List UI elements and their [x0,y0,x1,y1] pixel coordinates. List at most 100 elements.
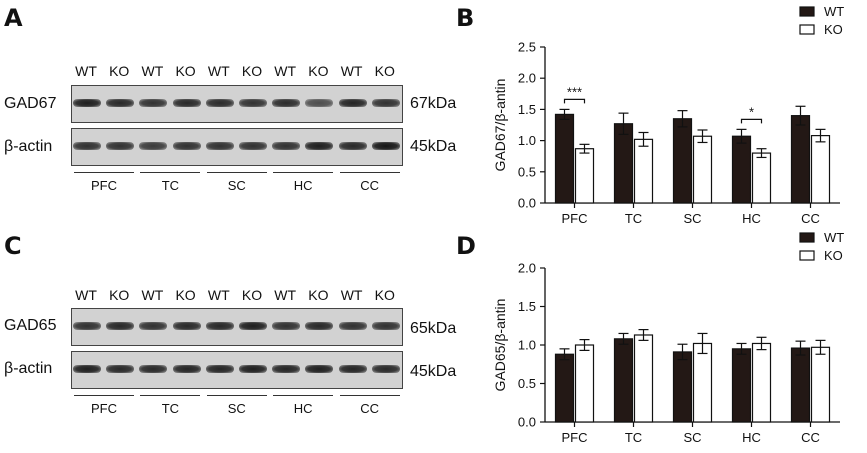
y-tick-label: 2.5 [518,40,536,55]
region-underline [74,172,134,173]
y-tick-label: 2.0 [518,71,536,86]
kda-label-gad67: 67kDa [410,95,457,112]
y-tick-label: 1.0 [518,338,536,353]
region-underline [339,172,400,173]
protein-label-gad65: GAD65 [4,317,57,334]
bar-wt [672,351,693,423]
blot-band [272,322,301,330]
blot-band [106,365,135,373]
lane-labels: WT KO WT KO WT KO WT KO WT KO [0,63,470,81]
lane-label-ko: KO [374,63,395,79]
blot-band [239,365,267,373]
significance-bracket [563,98,586,104]
blot-band [338,365,367,373]
legend-label-wt: WT [824,230,844,245]
bar-wt [613,338,634,423]
blot-band [305,99,334,107]
region-label-hc: HC [293,178,313,193]
blot-band [205,322,234,330]
blot-band [272,99,301,107]
y-tick-label: 0.0 [518,196,536,211]
lane-labels: WT KO WT KO WT KO WT KO WT KO [0,287,470,305]
blot-band [139,99,168,107]
lane-label-ko: KO [374,287,395,303]
blot-band [371,142,400,150]
region-label-pfc: PFC [91,178,117,193]
bar-ko [574,344,595,423]
y-tick-label: 1.5 [518,299,536,314]
blot-band [239,322,267,330]
y-tick-label: 1.5 [518,102,536,117]
bar-wt [613,123,634,204]
region-label-tc: TC [161,401,180,416]
region-label-hc: HC [293,401,313,416]
region-labels: PFC TC SC HC CC [0,395,470,425]
region-underline [206,172,267,173]
blot-band [205,365,234,373]
blot-band [73,322,101,330]
kda-label-beta-actin: 45kDa [410,363,457,380]
blot-band [305,365,334,373]
blot-band [73,365,101,373]
protein-label-beta-actin: β-actin [4,138,53,155]
blot-band [338,99,367,107]
bar-chart-gad65: 0.0 0.5 1.0 1.5 2.0 GAD65/β-antin PFC TC SC HC CC W… [492,230,844,445]
x-tick-label: PFC [562,211,588,226]
bar-ko [692,342,713,423]
lane-label-wt: WT [141,287,164,303]
lane-label-ko: KO [175,287,196,303]
blot-band [371,99,400,107]
region-label-tc: TC [161,178,180,193]
lane-label-ko: KO [241,63,263,79]
region-label-sc: SC [227,178,246,193]
blot-band [73,99,101,107]
region-labels: PFC TC SC HC CC [0,172,470,202]
blot-band [239,142,267,150]
region-label-cc: CC [360,401,379,416]
bar-wt [554,353,575,423]
region-underline [140,172,201,173]
western-blot-panel-a: WT KO WT KO WT KO WT KO WT KO GAD67 67kDa β-actin… [0,0,470,215]
lane-label-ko: KO [109,63,130,79]
panel-letter-c: C [4,232,22,260]
blot-strip-gad65 [71,308,403,346]
bar-ko [751,152,772,204]
lane-label-wt: WT [340,63,363,79]
legend-swatch-ko [799,250,815,261]
blot-band [205,99,234,107]
lane-label-wt: WT [207,287,230,303]
blot-band [305,142,334,150]
blot-band [73,142,101,150]
legend-swatch-wt [799,6,815,17]
bar-wt [790,347,811,423]
kda-label-beta-actin: 45kDa [410,138,457,155]
blot-band [106,142,135,150]
y-tick-label: 0.5 [518,376,536,391]
y-tick-label: 2.0 [518,261,536,276]
bar-ko [633,138,654,204]
blot-band [172,322,201,330]
legend-label-wt: WT [824,4,844,19]
bar-ko [810,346,831,423]
blot-band [172,365,201,373]
lane-label-wt: WT [141,63,164,79]
blot-band [239,99,267,107]
blot-band [172,99,201,107]
y-tick-label: 0.5 [518,164,536,179]
x-tick-label: TC [625,430,642,445]
panel-letter-d: D [456,232,476,260]
y-axis-label: GAD65/β-antin [492,299,508,392]
region-label-sc: SC [227,401,246,416]
lane-label-wt: WT [274,287,297,303]
blot-band [272,365,301,373]
blot-band [305,322,334,330]
region-underline [339,395,400,396]
blot-band [338,322,367,330]
legend-label-ko: KO [824,22,843,37]
blot-band [172,142,201,150]
x-tick-label: SC [683,430,701,445]
lane-label-ko: KO [175,63,196,79]
lane-label-wt: WT [340,287,363,303]
blot-band [106,322,135,330]
bar-ko [751,342,772,423]
